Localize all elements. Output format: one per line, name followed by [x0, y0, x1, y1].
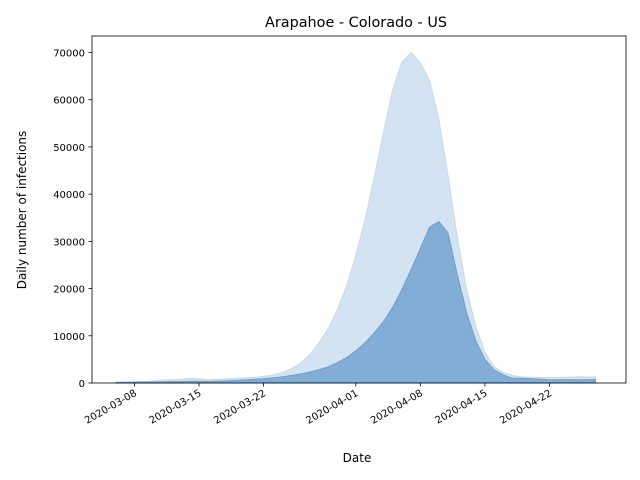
y-tick-label: 60000	[53, 96, 85, 107]
x-axis-label: Date	[343, 451, 372, 465]
axes-frame	[91, 35, 627, 384]
y-tick-label: 50000	[53, 143, 85, 154]
y-tick-label: 10000	[53, 332, 85, 343]
y-tick-label: 20000	[53, 285, 85, 296]
y-tick-label: 30000	[53, 237, 85, 248]
y-tick-label: 40000	[53, 190, 85, 201]
y-tick-label: 70000	[53, 49, 85, 60]
y-axis-label: Daily number of infections	[15, 131, 29, 290]
chart-title: Arapahoe - Colorado - US	[265, 15, 447, 31]
y-tick-label: 0	[79, 379, 85, 390]
